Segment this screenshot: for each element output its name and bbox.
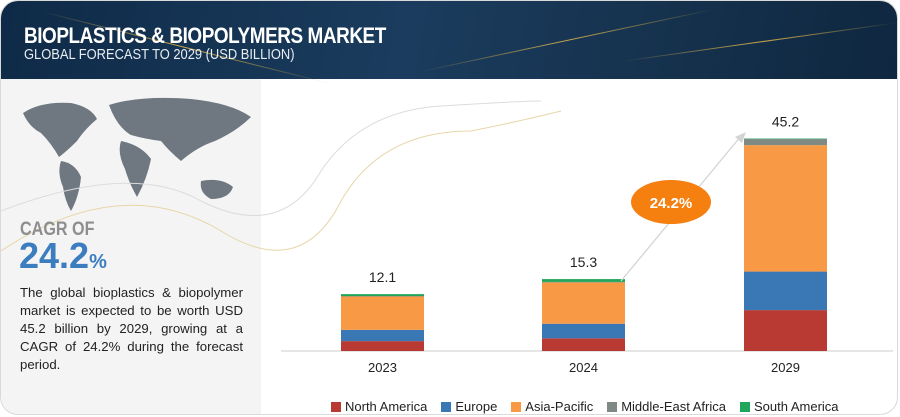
data-label-total: 15.3 bbox=[570, 254, 597, 270]
legend-swatch bbox=[441, 401, 452, 412]
cagr-unit: % bbox=[89, 251, 107, 273]
arrow-head-icon bbox=[735, 132, 746, 143]
bar-segment-asia-pacific-2023 bbox=[341, 296, 424, 330]
legend-item: Asia-Pacific bbox=[511, 399, 593, 414]
legend-label: South America bbox=[753, 399, 839, 414]
x-tick-label: 2029 bbox=[771, 360, 800, 375]
decorative-curve bbox=[1, 100, 542, 216]
world-map-icon bbox=[23, 97, 251, 211]
legend-swatch bbox=[511, 401, 522, 412]
cagr-label: CAGR OF bbox=[20, 219, 95, 240]
legend-label: North America bbox=[345, 399, 428, 414]
data-label-total: 45.2 bbox=[772, 114, 799, 130]
x-tick-label: 2024 bbox=[569, 360, 598, 375]
legend-item: South America bbox=[739, 399, 839, 414]
bar-segment-europe-2024 bbox=[542, 323, 625, 339]
legend-label: Europe bbox=[455, 399, 498, 414]
bar-segment-north-america-2024 bbox=[542, 338, 625, 351]
legend-item: North America bbox=[331, 399, 427, 414]
legend-swatch bbox=[739, 401, 750, 412]
bar-segment-asia-pacific-2024 bbox=[542, 282, 625, 324]
cagr-bubble-label: 24.2% bbox=[650, 195, 693, 212]
legend-swatch bbox=[607, 401, 618, 412]
bar-segment-europe-2029 bbox=[744, 271, 827, 311]
page-title: BIOPLASTICS & BIOPOLYMERS MARKET bbox=[24, 23, 386, 48]
bar-segment-north-america-2029 bbox=[744, 310, 827, 351]
header-banner: BIOPLASTICS & BIOPOLYMERS MARKET GLOBAL … bbox=[1, 1, 897, 85]
decorative-curve bbox=[1, 110, 562, 252]
data-label-total: 12.1 bbox=[369, 269, 396, 285]
legend-label: Asia-Pacific bbox=[525, 399, 594, 414]
cagr-bubble bbox=[631, 180, 711, 224]
legend-item: Europe bbox=[441, 399, 497, 414]
chart-legend: North America Europe Asia-Pacific Middle-Ea… bbox=[331, 399, 839, 414]
bar-segment-south-america-2023 bbox=[341, 294, 424, 297]
market-description: The global bioplastics & biopolymer mark… bbox=[20, 285, 243, 372]
page-subtitle: GLOBAL FORECAST TO 2029 (USD BILLION) bbox=[24, 46, 295, 63]
legend-swatch bbox=[331, 401, 341, 412]
x-tick-label: 2023 bbox=[368, 360, 397, 375]
cagr-number: 24.2 bbox=[19, 235, 90, 276]
bar-segment-middle-east-africa-2029 bbox=[744, 139, 827, 146]
bar-segment-north-america-2023 bbox=[341, 341, 424, 351]
bar-segment-asia-pacific-2029 bbox=[744, 145, 827, 272]
bar-segment-south-america-2024 bbox=[542, 279, 625, 282]
bar-segment-europe-2023 bbox=[341, 329, 424, 342]
legend-item: Middle-East Africa bbox=[607, 399, 726, 414]
cagr-value: 24.2% bbox=[19, 235, 107, 277]
legend-label: Middle-East Africa bbox=[621, 399, 726, 414]
